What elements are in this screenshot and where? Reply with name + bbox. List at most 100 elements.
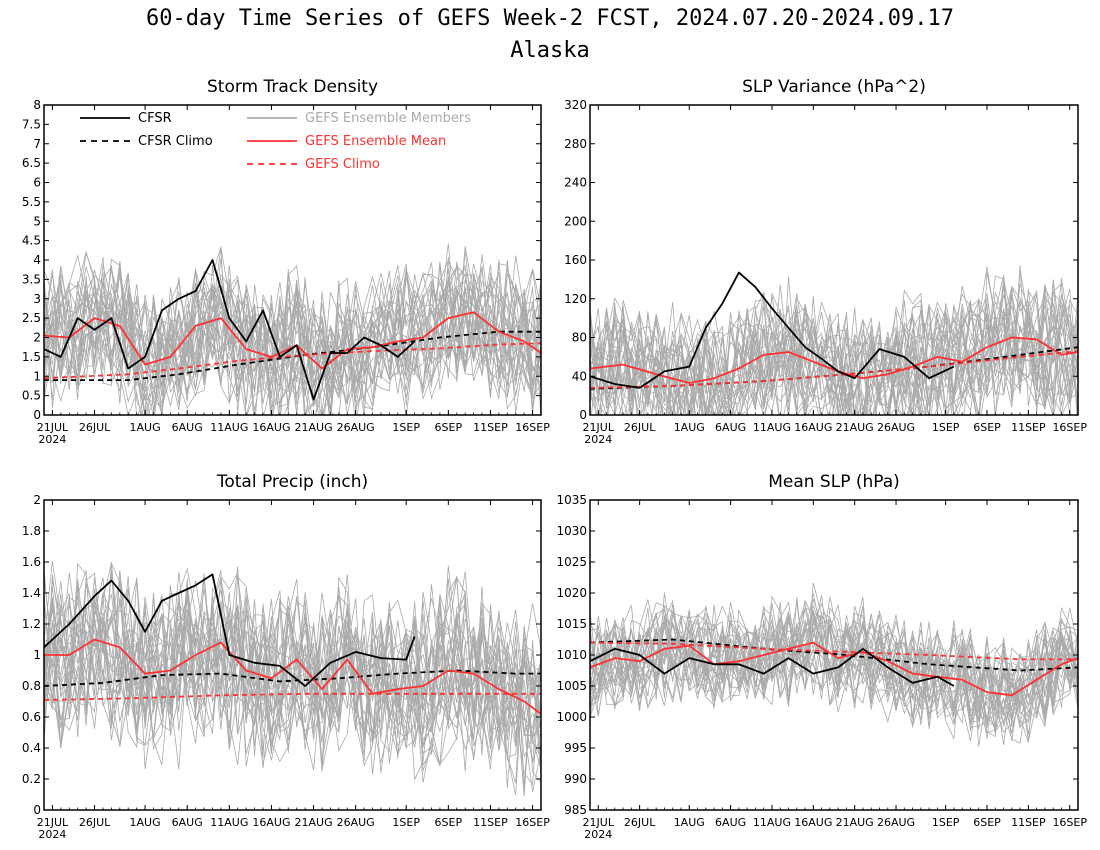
y-tick-label: 8: [33, 98, 41, 112]
x-tick-label: 21AUG: [295, 816, 333, 829]
y-tick-label: 120: [564, 292, 587, 306]
ensemble-member-line: [44, 262, 541, 415]
y-tick-label: 1.4: [22, 586, 41, 600]
y-tick-label: 0.8: [22, 679, 41, 693]
slp-variance-gefs-ensemble-mean-line: [589, 336, 1079, 384]
x-tick-label: 6AUG: [172, 816, 203, 829]
y-tick-label: 4: [33, 253, 41, 267]
y-tick-label: 40: [572, 369, 587, 383]
slp-variance-cfsr-line: [589, 271, 955, 389]
y-tick-label: 240: [564, 176, 587, 190]
mean-slp-cfsr-line: [589, 647, 955, 687]
x-tick-label: 6AUG: [172, 421, 203, 434]
x-tick-label: 11SEP: [1011, 816, 1046, 829]
storm-track-density-gefs-climo-line: [43, 342, 542, 380]
legend-label: GEFS Ensemble Members: [305, 111, 471, 126]
ensemble-member-line: [590, 301, 1078, 415]
x-tick-label: 1AUG: [674, 816, 705, 829]
y-tick-label: 1005: [556, 679, 587, 693]
x-tick-label: 16AUG: [252, 816, 290, 829]
y-tick-label: 6.5: [22, 156, 41, 170]
ensemble-member-line: [44, 265, 541, 415]
x-tick-label: 21AUG: [836, 816, 874, 829]
ensemble-member-line: [590, 582, 1078, 744]
x-year-label: 2024: [38, 433, 66, 446]
x-tick-label: 21JUL: [37, 816, 69, 829]
y-tick-label: 3.5: [22, 272, 41, 286]
x-tick-label: 6AUG: [715, 816, 746, 829]
x-tick-label: 21AUG: [836, 421, 874, 434]
legend-label: GEFS Ensemble Mean: [305, 134, 446, 149]
x-tick-label: 16AUG: [794, 421, 832, 434]
ensemble-member-line: [44, 246, 541, 415]
x-tick-label: 11SEP: [1011, 421, 1046, 434]
x-tick-label: 11AUG: [210, 421, 248, 434]
x-tick-label: 11AUG: [210, 816, 248, 829]
x-tick-label: 16AUG: [794, 816, 832, 829]
y-tick-label: 1: [33, 369, 41, 383]
ensemble-member-line: [590, 288, 1078, 415]
ensemble-member-line: [590, 606, 1078, 716]
mean-slp-frame: [589, 499, 1079, 811]
x-tick-label: 1AUG: [674, 421, 705, 434]
y-tick-label: 3: [33, 292, 41, 306]
y-tick-label: 0: [33, 408, 41, 422]
ensemble-member-line: [44, 258, 541, 414]
x-tick-label: 26JUL: [624, 816, 656, 829]
x-tick-label: 26AUG: [877, 421, 915, 434]
y-tick-label: 80: [572, 331, 587, 345]
y-tick-label: 1.5: [22, 350, 41, 364]
y-tick-label: 320: [564, 98, 587, 112]
y-tick-label: 985: [564, 803, 587, 817]
y-tick-label: 990: [564, 772, 587, 786]
x-tick-label: 11AUG: [753, 816, 791, 829]
y-tick-label: 200: [564, 214, 587, 228]
ensemble-member-line: [44, 576, 541, 761]
total-precip-gefs-climo-line: [43, 692, 541, 701]
ensemble-member-line: [590, 299, 1078, 415]
x-tick-label: 1SEP: [932, 421, 960, 434]
x-tick-label: 26JUL: [79, 816, 111, 829]
x-year-label: 2024: [38, 828, 66, 841]
y-tick-label: 280: [564, 137, 587, 151]
ensemble-member-line: [590, 608, 1078, 742]
x-tick-label: 21JUL: [583, 816, 615, 829]
x-tick-label: 21AUG: [295, 421, 333, 434]
slp-variance-title: SLP Variance (hPa^2): [742, 77, 926, 97]
x-tick-label: 1SEP: [392, 816, 420, 829]
x-tick-label: 6SEP: [435, 421, 463, 434]
storm-track-density-ensemble-members: [44, 243, 541, 415]
total-precip-frame: [43, 499, 542, 811]
ensemble-member-line: [44, 246, 541, 415]
x-tick-label: 11SEP: [473, 816, 508, 829]
x-tick-label: 1AUG: [130, 816, 161, 829]
ensemble-member-line: [44, 561, 541, 768]
y-tick-label: 160: [564, 253, 587, 267]
total-precip-cfsr-line: [43, 573, 416, 687]
storm-track-density-title: Storm Track Density: [207, 77, 378, 97]
y-tick-label: 2: [33, 493, 41, 507]
x-tick-label: 16SEP: [515, 421, 550, 434]
ensemble-member-line: [590, 292, 1078, 415]
ensemble-member-line: [590, 594, 1078, 728]
y-tick-label: 4.5: [22, 234, 41, 248]
legend-label: GEFS Climo: [305, 157, 380, 172]
y-tick-label: 0.5: [22, 389, 41, 403]
ensemble-member-line: [590, 611, 1078, 742]
y-tick-label: 5: [33, 214, 41, 228]
y-tick-label: 1035: [556, 493, 587, 507]
figure-title: 60-day Time Series of GEFS Week-2 FCST, …: [146, 6, 954, 31]
y-tick-label: 1000: [556, 710, 587, 724]
ensemble-member-line: [590, 295, 1078, 415]
x-tick-label: 26JUL: [79, 421, 111, 434]
ensemble-member-line: [44, 578, 541, 745]
mean-slp-title: Mean SLP (hPa): [768, 472, 900, 492]
x-tick-label: 11SEP: [473, 421, 508, 434]
y-tick-label: 995: [564, 741, 587, 755]
x-tick-label: 6SEP: [973, 421, 1001, 434]
total-precip-ensemble-members: [44, 560, 541, 797]
x-tick-label: 16AUG: [252, 421, 290, 434]
ensemble-member-line: [590, 310, 1078, 415]
y-tick-label: 2: [33, 331, 41, 345]
